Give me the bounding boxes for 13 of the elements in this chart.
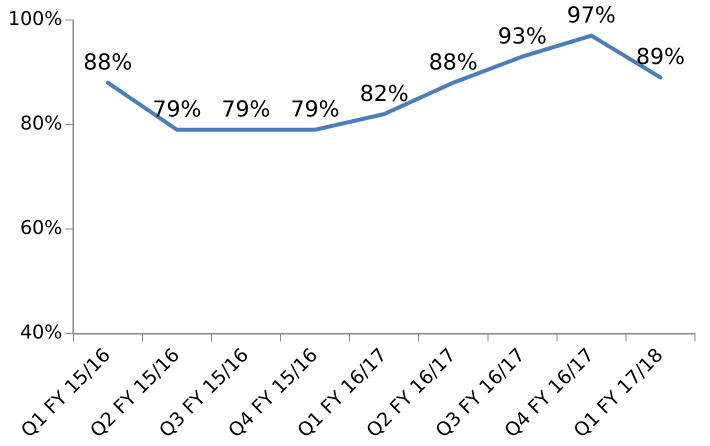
- y-tick-label: 40%: [20, 322, 62, 344]
- data-label: 79%: [222, 97, 270, 122]
- data-label: 89%: [636, 45, 685, 70]
- data-label: 88%: [83, 50, 132, 76]
- y-tick-label: 80%: [20, 112, 62, 134]
- data-label: 88%: [428, 50, 478, 76]
- y-tick-label: 100%: [8, 8, 62, 30]
- data-label: 97%: [566, 3, 616, 28]
- data-label: 79%: [152, 97, 202, 122]
- data-label: 79%: [290, 97, 340, 122]
- data-label: 82%: [360, 82, 409, 107]
- data-label: 93%: [498, 24, 547, 50]
- y-tick-label: 60%: [20, 216, 62, 239]
